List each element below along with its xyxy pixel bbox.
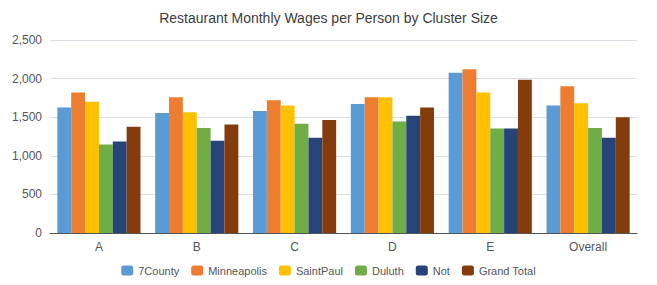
svg-text:SaintPaul: SaintPaul [296, 265, 343, 277]
svg-text:E: E [486, 240, 494, 254]
svg-text:B: B [193, 240, 201, 254]
svg-text:A: A [95, 240, 103, 254]
svg-text:Overall: Overall [569, 240, 607, 254]
svg-text:Restaurant Monthly Wages per P: Restaurant Monthly Wages per Person by C… [159, 10, 498, 26]
svg-text:500: 500 [22, 187, 42, 201]
svg-text:2,500: 2,500 [12, 33, 42, 47]
svg-text:Duluth: Duluth [372, 265, 404, 277]
svg-text:Not: Not [433, 265, 450, 277]
svg-text:Minneapolis: Minneapolis [208, 265, 267, 277]
svg-text:Grand Total: Grand Total [479, 265, 536, 277]
svg-text:7County: 7County [138, 265, 179, 277]
svg-text:C: C [290, 240, 299, 254]
svg-text:1,500: 1,500 [12, 110, 42, 124]
svg-text:D: D [388, 240, 397, 254]
svg-text:1,000: 1,000 [12, 149, 42, 163]
svg-text:0: 0 [35, 226, 42, 240]
svg-text:2,000: 2,000 [12, 72, 42, 86]
